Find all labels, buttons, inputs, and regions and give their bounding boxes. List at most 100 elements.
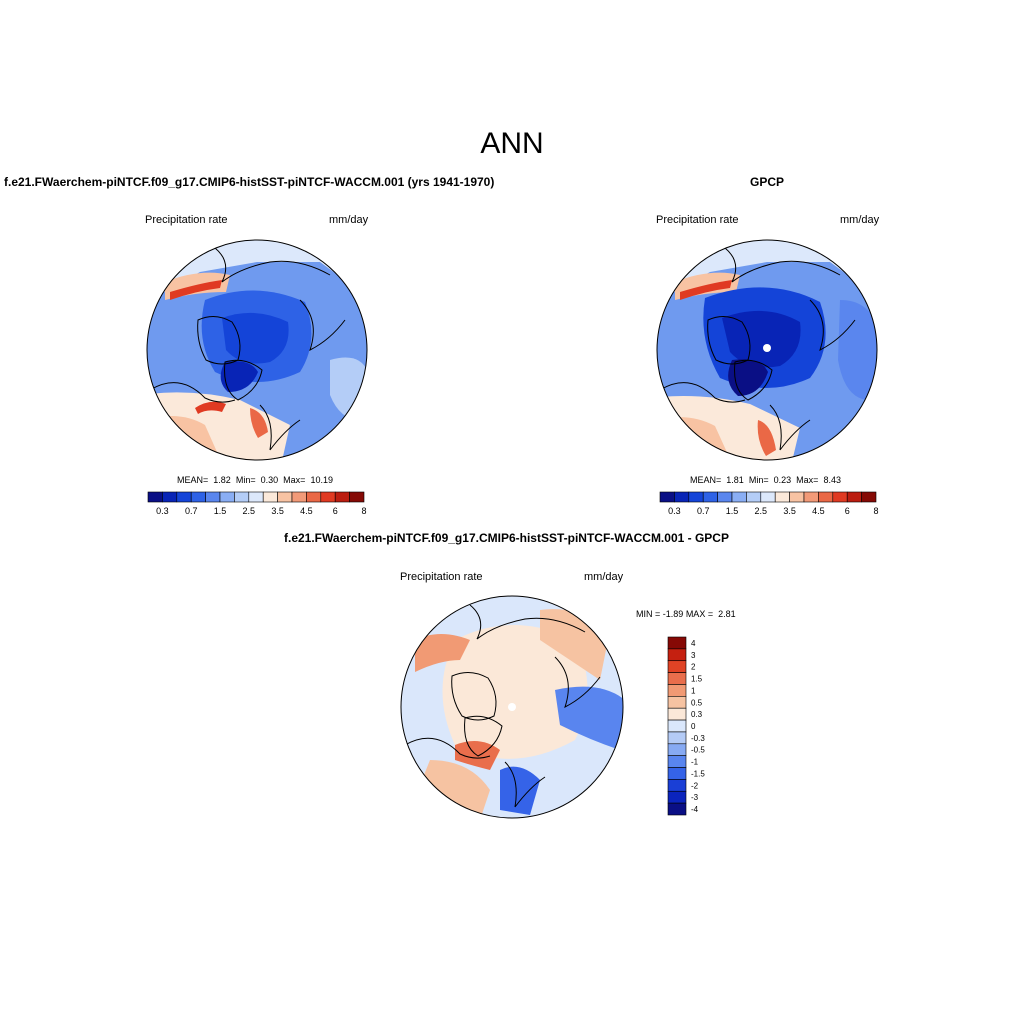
panel2-colorbar: 0.3 0.7 1.5 2.5 3.5 4.5 6 8 bbox=[659, 491, 879, 516]
map3-coastlines bbox=[404, 604, 601, 808]
colorbar3-tick-label: 1.5 bbox=[691, 675, 703, 684]
colorbar1-tick-label: 2.5 bbox=[243, 506, 256, 516]
map3-border bbox=[400, 595, 624, 819]
panel2-max-label: Max= bbox=[796, 475, 819, 485]
colorbar1-swatch bbox=[234, 491, 250, 503]
map1-aleutian-peak bbox=[170, 280, 222, 300]
map2-norway-warm bbox=[757, 420, 776, 456]
colorbar3-tick-label: 0.3 bbox=[691, 710, 703, 719]
map2-aleutian-peak bbox=[680, 280, 732, 300]
map3-norway-dry bbox=[500, 766, 540, 815]
colorbar2-swatch bbox=[803, 491, 819, 503]
colorbar1-swatch bbox=[320, 491, 336, 503]
colorbar1-swatch bbox=[262, 491, 278, 503]
colorbar3-swatch bbox=[667, 707, 687, 721]
panel2-units: mm/day bbox=[840, 214, 880, 226]
colorbar3-tick-label: 2 bbox=[691, 663, 696, 672]
panel3-units: mm/day bbox=[584, 571, 624, 583]
colorbar2-swatch bbox=[688, 491, 704, 503]
panel2-title: GPCP bbox=[750, 175, 785, 189]
panel3-max-label: MAX = bbox=[685, 609, 714, 619]
colorbar1-swatch bbox=[162, 491, 178, 503]
panel1-colorbar: 0.3 0.7 1.5 2.5 3.5 4.5 6 8 bbox=[147, 491, 367, 516]
map2-arctic-deep bbox=[722, 310, 801, 368]
map1-atlantic-peak bbox=[195, 401, 226, 414]
panel1-units: mm/day bbox=[329, 214, 369, 226]
colorbar3-swatch bbox=[667, 636, 687, 650]
panel1-mean-label: MEAN= bbox=[177, 475, 209, 485]
colorbar1-swatch bbox=[349, 491, 365, 503]
colorbar2-swatch bbox=[731, 491, 747, 503]
colorbar3-swatch bbox=[667, 696, 687, 709]
panel3-map bbox=[400, 595, 624, 819]
panel1-min-label: Min= bbox=[235, 475, 256, 485]
map3-pole-gap bbox=[508, 703, 516, 711]
colorbar1-swatch bbox=[277, 491, 293, 503]
colorbar1-tick-label: 0.3 bbox=[156, 506, 169, 516]
map1-coastlines bbox=[149, 247, 346, 451]
colorbar3-swatch bbox=[667, 684, 687, 697]
colorbar3-swatch bbox=[667, 660, 687, 673]
panel1-max-value: 10.19 bbox=[310, 475, 333, 485]
figure-title: ANN bbox=[480, 127, 544, 160]
panel3-min-value: -1.89 bbox=[662, 609, 684, 619]
panel2-max-value: 8.43 bbox=[823, 475, 841, 485]
colorbar3-swatch bbox=[667, 790, 687, 804]
colorbar3-tick-label: 0.5 bbox=[691, 698, 703, 707]
colorbar3-tick-label: -2 bbox=[691, 781, 699, 790]
panel2-stats: MEAN= 1.81 Min= 0.23 Max= 8.43 bbox=[690, 475, 841, 485]
colorbar3-tick-label: -3 bbox=[691, 793, 699, 802]
colorbar2-tick-label: 2.5 bbox=[755, 506, 768, 516]
colorbar2-tick-label: 1.5 bbox=[726, 506, 739, 516]
colorbar1-swatch bbox=[334, 491, 350, 503]
colorbar3-swatch bbox=[667, 755, 687, 768]
map2-border bbox=[656, 239, 878, 461]
colorbar1-swatch bbox=[190, 491, 206, 503]
colorbar2-swatch bbox=[717, 491, 733, 503]
colorbar3-swatch bbox=[667, 672, 687, 685]
panel1-min-value: 0.30 bbox=[260, 475, 279, 485]
colorbar2-tick-label: 8 bbox=[873, 506, 878, 516]
map2-siberia-mid bbox=[838, 300, 877, 400]
colorbar2-swatch bbox=[702, 491, 718, 503]
colorbar3-tick-label: 1 bbox=[691, 686, 696, 695]
panel1-map bbox=[146, 239, 368, 461]
map3-arctic-neutral bbox=[442, 625, 588, 759]
colorbar3-swatch bbox=[667, 719, 687, 733]
map1-border bbox=[146, 239, 368, 461]
panel2-mean-label: MEAN= bbox=[690, 475, 722, 485]
colorbar2-swatch bbox=[846, 491, 862, 503]
colorbar2-swatch bbox=[861, 491, 877, 503]
colorbar3-swatch bbox=[667, 779, 687, 792]
map1-norway-warm bbox=[250, 408, 268, 438]
colorbar3-tick-label: -1.5 bbox=[691, 769, 705, 778]
colorbar1-swatch bbox=[219, 491, 235, 503]
colorbar1-swatch bbox=[248, 491, 264, 503]
colorbar2-swatch bbox=[746, 491, 762, 503]
colorbar2-swatch bbox=[832, 491, 848, 503]
colorbar1-tick-label: 6 bbox=[333, 506, 338, 516]
panel2-mean-value: 1.81 bbox=[726, 475, 744, 485]
colorbar1-swatch bbox=[147, 491, 163, 503]
map1-greenland-dry bbox=[220, 361, 258, 392]
colorbar3-swatch bbox=[667, 731, 687, 745]
colorbar1-swatch bbox=[291, 491, 307, 503]
colorbar1-tick-label: 1.5 bbox=[214, 506, 227, 516]
map2-pole-gap bbox=[763, 344, 771, 352]
panel2-min-label: Min= bbox=[748, 475, 769, 485]
colorbar1-tick-label: 4.5 bbox=[300, 506, 313, 516]
panel1-stats: MEAN= 1.82 Min= 0.30 Max= 10.19 bbox=[177, 475, 333, 485]
colorbar3-tick-label: -0.3 bbox=[691, 734, 705, 743]
panel3-variable: Precipitation rate bbox=[400, 571, 483, 583]
colorbar3-swatch bbox=[667, 648, 687, 662]
panel2-min-value: 0.23 bbox=[773, 475, 792, 485]
panel3-colorbar: 4 3 2 1.5 1 0.5 0.3 0 -0.3 -0.5 -1 -1.5 -2 -3 -4 bbox=[667, 636, 705, 816]
panel3-title: f.e21.FWaerchem-piNTCF.f09_g17.CMIP6-his… bbox=[284, 531, 729, 545]
map2-coastlines bbox=[659, 247, 856, 451]
colorbar3-tick-label: -1 bbox=[691, 758, 699, 767]
colorbar1-swatch bbox=[306, 491, 322, 503]
panel1-mean-value: 1.82 bbox=[213, 475, 231, 485]
colorbar1-swatch bbox=[176, 491, 192, 503]
colorbar2-swatch bbox=[818, 491, 834, 503]
